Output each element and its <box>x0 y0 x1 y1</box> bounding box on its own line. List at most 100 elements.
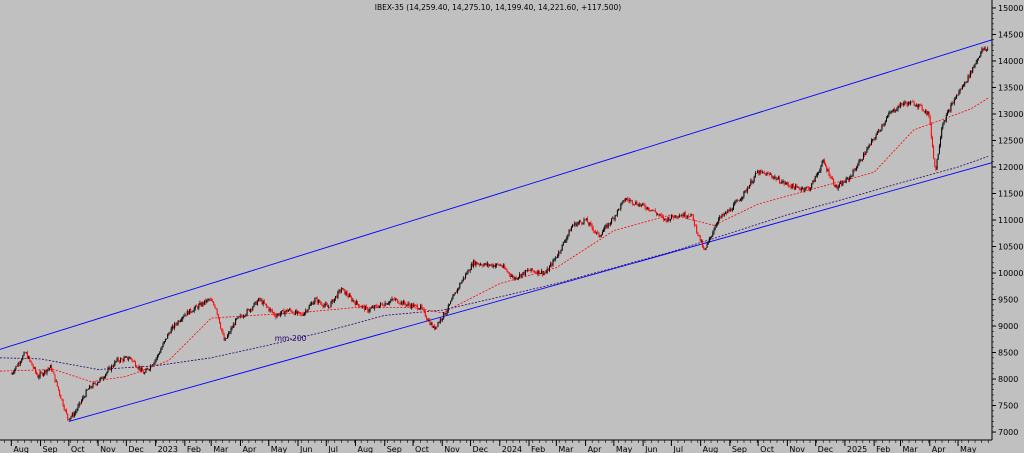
candle-body <box>348 295 350 297</box>
candle-body <box>274 313 276 316</box>
candle-body <box>137 367 139 369</box>
candle-body <box>314 298 316 303</box>
candle-body <box>342 288 343 290</box>
candle-body <box>283 310 285 315</box>
candle-body <box>313 302 315 305</box>
candle-body <box>807 187 809 188</box>
candle-body <box>721 214 723 218</box>
candle-body <box>864 153 866 155</box>
candle-body <box>70 416 72 419</box>
candle-body <box>754 173 756 177</box>
candle-body <box>130 357 132 359</box>
x-tick-label: Jun <box>644 445 658 453</box>
candle-body <box>246 309 248 315</box>
candle-body <box>752 180 754 184</box>
candle-body <box>135 361 136 367</box>
candle-body <box>519 274 521 278</box>
candle-body <box>427 318 429 321</box>
candle-body <box>191 311 193 313</box>
candle-body <box>830 177 832 178</box>
candle-body <box>693 219 695 226</box>
candle-body <box>215 307 217 310</box>
candle-body <box>185 314 187 316</box>
candle-body <box>431 323 433 328</box>
candle-body <box>935 166 937 170</box>
candle-body <box>334 298 335 303</box>
candle-body <box>811 183 813 189</box>
candle-body <box>764 173 766 174</box>
candle-body <box>440 318 442 320</box>
candle-body <box>967 75 969 82</box>
candle-body <box>890 112 892 114</box>
candle-body <box>377 307 379 308</box>
candle-body <box>123 357 125 361</box>
candle-body <box>320 302 322 304</box>
candle-body <box>227 335 228 339</box>
candle-body <box>439 318 441 323</box>
candle-body <box>690 214 692 217</box>
candle-body <box>736 200 738 202</box>
candle-body <box>278 313 280 316</box>
candle-body <box>445 313 447 315</box>
candle-body <box>202 302 204 305</box>
candle-body <box>542 271 544 275</box>
candle-body <box>302 315 304 316</box>
candle-body <box>325 303 327 305</box>
candle-body <box>343 288 345 290</box>
candle-body <box>383 305 385 307</box>
candle-body <box>530 268 532 271</box>
candle-body <box>976 59 978 63</box>
candle-body <box>641 204 642 206</box>
candle-body <box>817 173 818 176</box>
candle-body <box>166 338 168 340</box>
candle-body <box>237 317 239 319</box>
candle-body <box>248 309 250 312</box>
candle-body <box>810 188 812 191</box>
candle-body <box>867 147 869 149</box>
candle-body <box>583 219 585 224</box>
candle-body <box>196 305 197 307</box>
candle-body <box>672 215 674 218</box>
candle-body <box>578 221 580 223</box>
candle-body <box>756 173 757 174</box>
candle-body <box>726 212 728 214</box>
y-tick-label-14000: 14000 <box>998 57 1023 66</box>
candle-body <box>29 356 31 361</box>
candle-body <box>965 81 967 83</box>
candle-body <box>926 110 928 115</box>
candle-body <box>294 310 296 315</box>
candle-body <box>292 312 294 314</box>
candle-body <box>776 179 778 180</box>
candle-body <box>944 120 946 122</box>
candle-body <box>894 109 895 112</box>
candle-body <box>749 185 751 189</box>
candle-body <box>53 371 55 375</box>
candle-body <box>927 111 929 115</box>
candle-body <box>489 265 491 266</box>
candle-body <box>703 247 705 249</box>
candle-body <box>179 320 181 322</box>
candle-body <box>148 369 150 370</box>
candle-body <box>121 358 123 360</box>
candle-body <box>767 173 769 174</box>
candle-body <box>254 301 256 304</box>
y-tick-label-8500: 8500 <box>998 349 1018 358</box>
candle-body <box>669 218 671 221</box>
candle-body <box>766 173 768 176</box>
candle-body <box>943 121 945 125</box>
y-axis: 7000 7500 8000 8500 9000 9500 10000 10500 11000 1… <box>992 4 1023 437</box>
candle-body <box>569 229 571 232</box>
candle-body <box>637 204 639 207</box>
candle-body <box>969 70 971 78</box>
candle-body <box>537 270 539 274</box>
candle-body <box>339 290 341 292</box>
candle-body <box>674 215 676 218</box>
candle-body <box>762 171 764 173</box>
candle-body <box>301 314 303 316</box>
candle-body <box>696 225 698 233</box>
candle-body <box>536 272 538 274</box>
candle-body <box>102 378 104 379</box>
candle-body <box>408 303 410 306</box>
y-tick-label-11000: 11000 <box>998 216 1023 225</box>
candle-body <box>371 306 373 308</box>
